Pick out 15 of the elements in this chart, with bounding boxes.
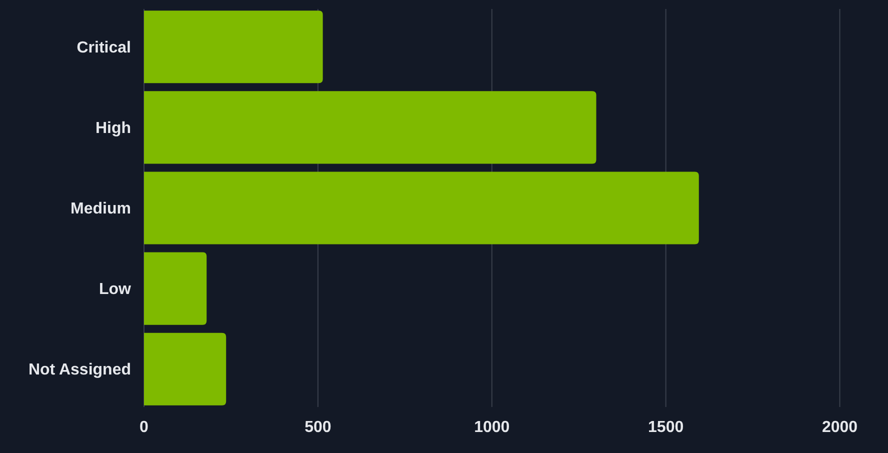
- y-tick-label: Medium: [70, 200, 131, 218]
- bar: [144, 10, 323, 84]
- bar: [144, 91, 596, 164]
- x-tick-label: 1000: [474, 419, 510, 436]
- x-tick-label: 2000: [822, 419, 858, 436]
- bar: [144, 252, 207, 325]
- x-tick-label: 500: [304, 419, 332, 436]
- y-tick-label: Low: [99, 281, 132, 298]
- bar: [144, 172, 699, 244]
- y-tick-label: Not Assigned: [28, 362, 131, 379]
- x-tick-label: 0: [140, 419, 149, 436]
- y-tick-label: Critical: [76, 39, 131, 56]
- y-tick-label: High: [95, 120, 131, 138]
- x-tick-label: 1500: [648, 419, 684, 436]
- bar: [144, 332, 226, 406]
